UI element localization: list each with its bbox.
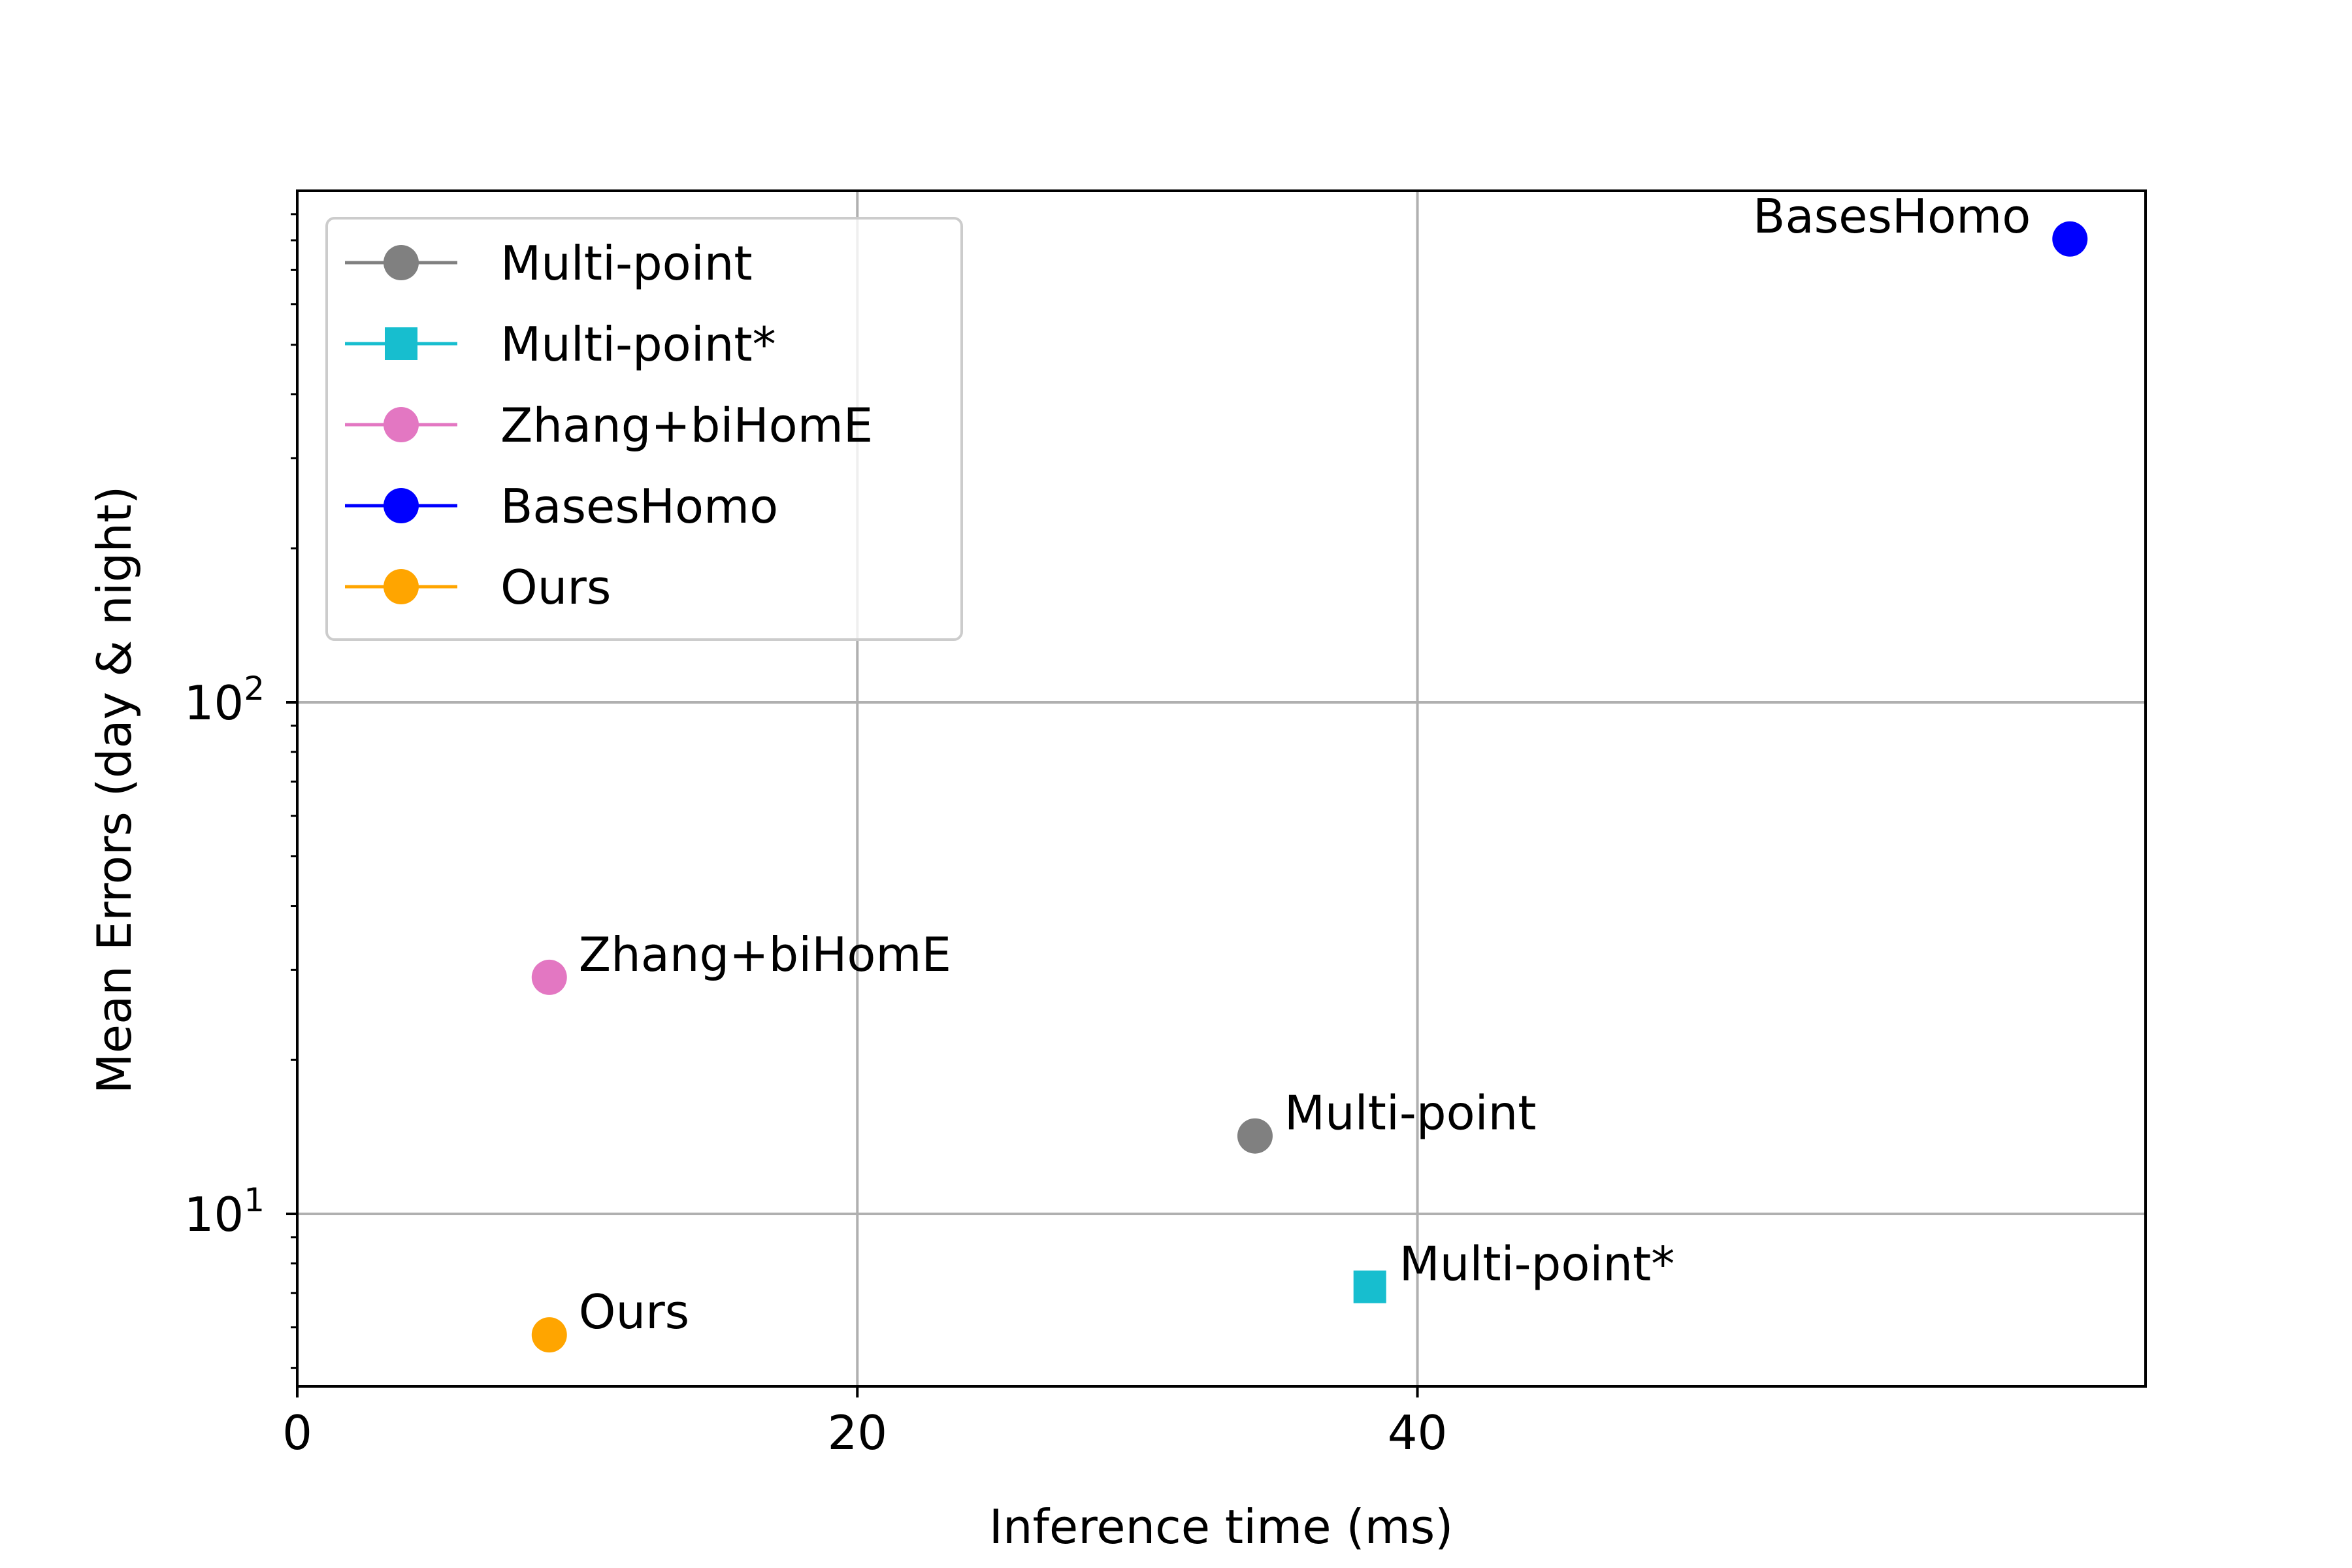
legend-entry: Zhang+biHomE [345,398,873,453]
legend-entry: Multi-point [345,236,753,291]
legend-label: BasesHomo [500,479,778,534]
point-annotation: Multi-point [1284,1086,1537,1141]
data-point [1237,1118,1273,1154]
point-annotation: Zhang+biHomE [579,927,951,982]
point-annotation: Ours [579,1284,689,1339]
x-tick-label: 40 [1388,1405,1448,1460]
plot-frame [296,189,2147,1388]
y-tick-label: 102 [184,670,265,730]
legend-entry: BasesHomo [345,479,778,534]
point-annotations: Multi-point Multi-point* Zhang+biHomE Bases… [579,189,2031,1339]
y-axis-label: Mean Errors (day & night) [87,486,142,1094]
data-point [2052,221,2088,257]
legend-marker [384,407,419,442]
data-points [531,221,2088,1353]
legend-label: Zhang+biHomE [500,398,873,453]
y-tick-exponent: 2 [244,670,265,708]
legend-label: Ours [500,560,611,615]
legend-marker [384,488,419,523]
x-tick-label: 20 [827,1405,887,1460]
data-point [1353,1270,1386,1303]
legend-entry: Multi-point* [345,317,776,372]
legend-marker [384,569,419,604]
legend-marker [384,245,419,280]
point-annotation: BasesHomo [1753,189,2031,244]
y-tick-base: 10 [184,1187,244,1242]
legend-label: Multi-point [500,236,753,291]
x-tick-label: 0 [282,1405,312,1460]
legend: Multi-point Multi-point* Zhang+biHomE Bases… [325,217,963,641]
x-axis-label: Inference time (ms) [989,1499,1454,1554]
y-tick-label: 101 [184,1181,265,1242]
y-tick-base: 10 [184,676,244,730]
legend-box [325,217,963,641]
y-tick-exponent: 1 [244,1181,265,1219]
data-point [531,1317,567,1353]
legend-marker [385,327,417,360]
point-annotation: Multi-point* [1399,1237,1675,1292]
data-point [531,959,567,995]
legend-entry: Ours [345,560,611,615]
legend-label: Multi-point* [500,317,776,372]
